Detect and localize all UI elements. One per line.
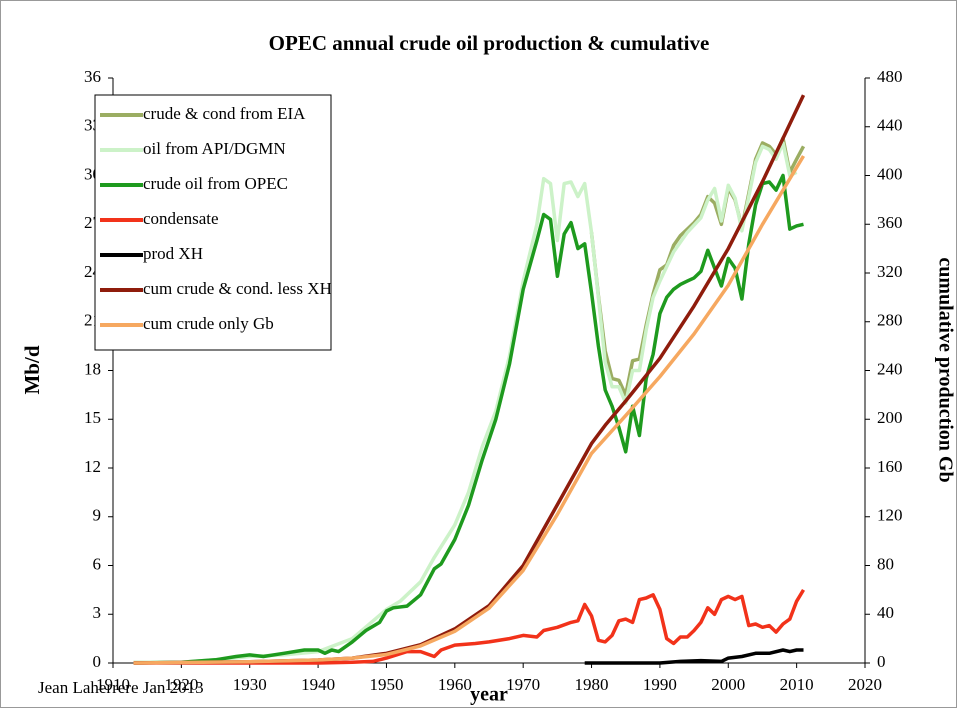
y-tick-label: 18 xyxy=(84,359,101,378)
x-tick-label: 1980 xyxy=(575,675,609,694)
y-tick-label: 0 xyxy=(93,652,102,671)
legend-label: oil from API/DGMN xyxy=(143,139,286,158)
x-tick-label: 1920 xyxy=(164,675,198,694)
legend-label: cum crude only Gb xyxy=(143,314,274,333)
x-tick-label: 1950 xyxy=(369,675,403,694)
x-tick-label: 2000 xyxy=(711,675,745,694)
x-tick-label: 1940 xyxy=(301,675,335,694)
x-tick-label: 1990 xyxy=(643,675,677,694)
y-tick-label: 15 xyxy=(84,408,101,427)
series-line xyxy=(133,588,805,665)
y2-tick-label: 0 xyxy=(877,652,886,671)
y2-tick-label: 440 xyxy=(877,116,903,135)
legend-label: crude & cond from EIA xyxy=(143,104,306,123)
legend-label: condensate xyxy=(143,209,219,228)
series-line xyxy=(133,155,806,665)
annotation: Jean Laherrere Jan 2013 xyxy=(38,678,204,697)
series-line xyxy=(133,141,798,664)
y2-tick-label: 400 xyxy=(877,164,903,183)
y2-axis-label: cumulative production Gb xyxy=(934,257,956,482)
y-tick-label: 3 xyxy=(93,603,102,622)
y2-tick-label: 320 xyxy=(877,262,903,281)
x-tick-label: 1970 xyxy=(506,675,540,694)
x-tick-label: 1960 xyxy=(438,675,472,694)
legend-label: cum crude & cond. less XH xyxy=(143,279,332,298)
y2-tick-label: 80 xyxy=(877,554,894,573)
x-axis-label: year xyxy=(470,684,508,706)
x-tick-label: 1910 xyxy=(96,675,130,694)
legend-label: crude oil from OPEC xyxy=(143,174,288,193)
y2-tick-label: 240 xyxy=(877,359,903,378)
series-line xyxy=(584,648,804,665)
series-line xyxy=(589,136,806,397)
y2-tick-label: 280 xyxy=(877,311,903,330)
chart-title: OPEC annual crude oil production & cumul… xyxy=(269,31,710,55)
legend-box xyxy=(94,94,332,351)
y2-tick-label: 40 xyxy=(877,603,894,622)
y2-tick-label: 120 xyxy=(877,506,903,525)
y-tick-label: 9 xyxy=(93,506,102,525)
y-tick-label: 12 xyxy=(84,457,101,476)
series-line xyxy=(133,173,804,665)
y-tick-label: 6 xyxy=(93,554,102,573)
y-tick-label: 36 xyxy=(84,67,101,86)
legend-label: prod XH xyxy=(143,244,203,263)
y2-tick-label: 360 xyxy=(877,213,903,232)
x-tick-label: 2010 xyxy=(780,675,814,694)
x-tick-label: 2020 xyxy=(848,675,882,694)
y2-tick-label: 160 xyxy=(877,457,903,476)
y2-tick-label: 200 xyxy=(877,408,903,427)
y-axis-label: Mb/d xyxy=(20,345,44,394)
y2-tick-label: 480 xyxy=(877,67,903,86)
x-tick-label: 1930 xyxy=(233,675,267,694)
